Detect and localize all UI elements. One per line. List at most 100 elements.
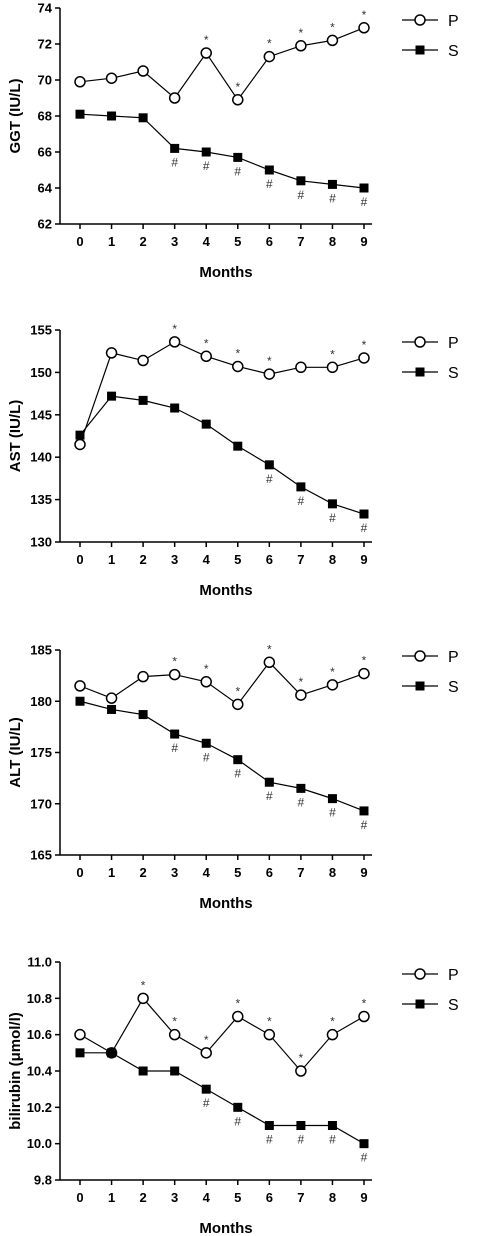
significance-star: * [267, 642, 272, 656]
x-tick-label: 8 [329, 552, 336, 567]
data-point [232, 698, 244, 711]
data-point [107, 1048, 117, 1058]
series-P: * * * * * * [74, 8, 370, 106]
data-point [264, 460, 274, 470]
significance-hash: # [234, 164, 241, 178]
series-line [79, 661, 365, 706]
x-tick-label: 6 [266, 1190, 273, 1205]
series-line [79, 395, 365, 515]
significance-star: * [172, 655, 177, 669]
legend-label: S [448, 43, 459, 60]
significance-hash: # [361, 195, 368, 209]
legend-label: S [448, 679, 459, 696]
series-P: * * * * * * * [74, 642, 370, 711]
data-point [138, 113, 148, 123]
y-tick-label: 72 [38, 37, 52, 52]
significance-star: * [235, 346, 240, 360]
x-tick-label: 4 [203, 1190, 211, 1205]
legend-label: S [448, 365, 459, 382]
significance-hash: # [329, 806, 336, 820]
x-tick-label: 5 [234, 234, 241, 249]
significance-hash: # [266, 1133, 273, 1147]
x-tick-label: 7 [297, 552, 304, 567]
y-tick-label: 165 [30, 848, 52, 863]
y-tick-label: 175 [30, 745, 52, 760]
legend-entry-S: S [402, 679, 459, 696]
significance-hash: # [298, 494, 305, 508]
significance-star: * [362, 997, 367, 1011]
y-tick-label: 11.0 [27, 955, 52, 970]
series-P: * * * * * * [74, 322, 370, 451]
data-point [326, 34, 339, 47]
series-S: # # # # # # [75, 1048, 369, 1165]
y-tick-label: 135 [30, 492, 52, 507]
chart-panel-0: 62 64 66 68 70 72 74 0 1 2 3 4 5 6 7 8 9 Months GGT (IU/L)… [7, 1, 459, 282]
data-point [295, 689, 307, 701]
data-point [168, 1028, 181, 1041]
y-tick-label: 155 [30, 323, 52, 338]
data-point [233, 755, 243, 765]
legend-marker [414, 14, 426, 26]
significance-star: * [330, 20, 335, 34]
x-tick-label: 8 [329, 234, 336, 249]
x-tick-label: 4 [203, 552, 211, 567]
data-point [232, 1010, 244, 1023]
y-axis-title: ALT (IU/L) [7, 717, 24, 788]
x-tick-label: 3 [171, 552, 178, 567]
x-tick-label: 7 [297, 1190, 304, 1205]
legend-entry-P: P [402, 967, 459, 984]
legend-entry-S: S [402, 43, 459, 60]
data-point [137, 992, 149, 1005]
data-point [233, 1102, 243, 1112]
significance-hash: # [329, 511, 336, 525]
significance-star: * [299, 1051, 304, 1065]
x-tick-label: 9 [360, 865, 367, 880]
significance-hash: # [298, 795, 305, 809]
x-tick-label: 2 [139, 234, 146, 249]
significance-star: * [204, 336, 209, 350]
x-tick-label: 8 [329, 865, 336, 880]
data-point [105, 692, 118, 704]
x-tick-label: 1 [108, 234, 115, 249]
y-tick-label: 10.8 [27, 991, 52, 1006]
y-tick-label: 145 [30, 407, 52, 422]
x-tick-label: 0 [76, 1190, 83, 1205]
significance-star: * [204, 662, 209, 676]
legend-entry-P: P [402, 649, 459, 666]
data-point [233, 441, 243, 451]
x-tick-label: 3 [171, 234, 178, 249]
y-axis-title: GGT (IU/L) [7, 79, 24, 154]
x-tick-label: 5 [234, 1190, 241, 1205]
x-tick-label: 1 [108, 1190, 115, 1205]
x-tick-label: 7 [297, 234, 304, 249]
x-tick-label: 3 [171, 865, 178, 880]
data-point [170, 143, 180, 153]
x-axis-title: Months [199, 582, 252, 599]
data-point [358, 1010, 370, 1023]
series-line [80, 1052, 365, 1145]
data-point [138, 395, 148, 405]
y-tick-label: 10.2 [27, 1100, 52, 1115]
significance-hash: # [171, 741, 178, 755]
legend-marker [415, 999, 425, 1009]
data-point [168, 668, 181, 681]
series-S: # # # # [75, 391, 369, 535]
significance-hash: # [329, 191, 336, 205]
data-point [326, 1028, 339, 1041]
data-point [201, 738, 211, 748]
data-point [264, 165, 274, 175]
x-axis-title: Months [199, 895, 252, 912]
chart-panel-1: 130 135 140 145 150 155 0 1 2 3 4 5 6 7 8 9 Months AST (I… [7, 322, 459, 599]
data-point [75, 430, 85, 440]
x-tick-label: 6 [266, 865, 273, 880]
data-point [263, 368, 276, 380]
data-point [170, 729, 180, 739]
y-tick-label: 185 [30, 643, 52, 658]
significance-hash: # [266, 789, 273, 803]
data-point [232, 360, 244, 373]
significance-star: * [267, 1015, 272, 1029]
legend-label: S [448, 997, 459, 1014]
x-tick-label: 6 [266, 552, 273, 567]
significance-star: * [172, 1015, 177, 1029]
